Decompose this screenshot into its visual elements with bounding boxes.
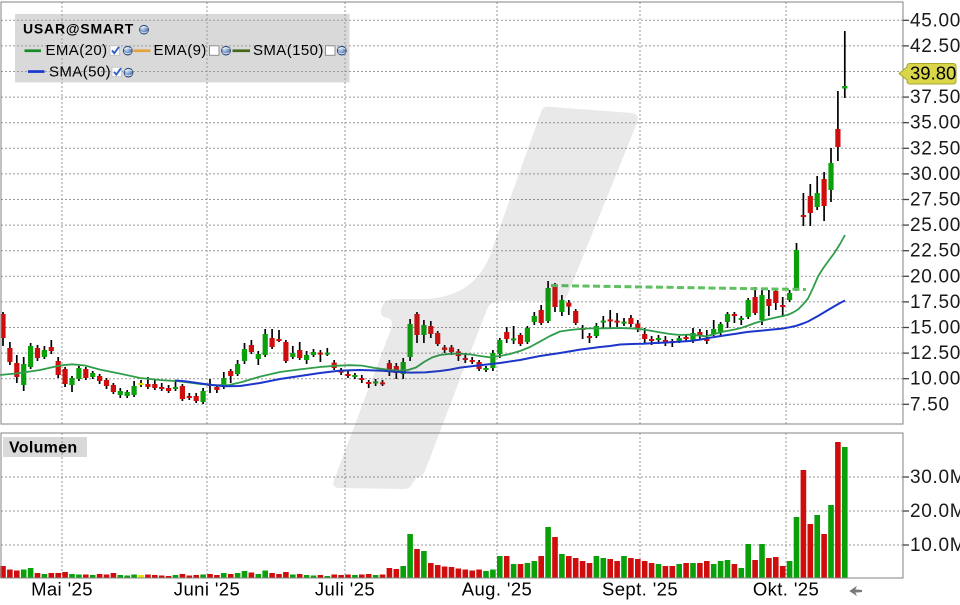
- svg-text:EMA(9): EMA(9): [154, 42, 207, 59]
- svg-text:Sept. '25: Sept. '25: [602, 579, 678, 600]
- svg-text:27.50: 27.50: [910, 190, 960, 211]
- svg-text:USAR@SMART: USAR@SMART: [23, 21, 134, 37]
- svg-text:30.00: 30.00: [910, 164, 960, 185]
- svg-text:Juli '25: Juli '25: [315, 579, 375, 600]
- svg-text:32.50: 32.50: [910, 138, 960, 159]
- svg-text:39.80: 39.80: [910, 63, 956, 84]
- svg-text:20.0M: 20.0M: [910, 501, 960, 522]
- svg-text:SMA(50): SMA(50): [49, 63, 111, 80]
- svg-text:Volumen: Volumen: [9, 440, 77, 457]
- svg-text:42.50: 42.50: [910, 36, 960, 57]
- svg-text:EMA(20): EMA(20): [46, 42, 108, 59]
- svg-text:Aug. '25: Aug. '25: [462, 579, 533, 600]
- svg-text:SMA(150): SMA(150): [253, 42, 324, 59]
- svg-text:25.00: 25.00: [910, 215, 960, 236]
- svg-text:10.0M: 10.0M: [910, 535, 960, 556]
- svg-text:Mai '25: Mai '25: [31, 579, 93, 600]
- svg-text:17.50: 17.50: [910, 292, 960, 313]
- svg-text:7.50: 7.50: [910, 394, 950, 415]
- svg-text:22.50: 22.50: [910, 241, 960, 262]
- svg-text:35.00: 35.00: [910, 113, 960, 134]
- svg-text:45.00: 45.00: [910, 10, 960, 31]
- svg-text:Juni '25: Juni '25: [174, 579, 240, 600]
- svg-text:12.50: 12.50: [910, 343, 960, 364]
- svg-text:37.50: 37.50: [910, 87, 960, 108]
- svg-text:30.0M: 30.0M: [910, 467, 960, 488]
- svg-text:15.00: 15.00: [910, 318, 960, 339]
- svg-text:20.00: 20.00: [910, 266, 960, 287]
- svg-text:Okt. '25: Okt. '25: [753, 579, 819, 600]
- svg-text:10.00: 10.00: [910, 369, 960, 390]
